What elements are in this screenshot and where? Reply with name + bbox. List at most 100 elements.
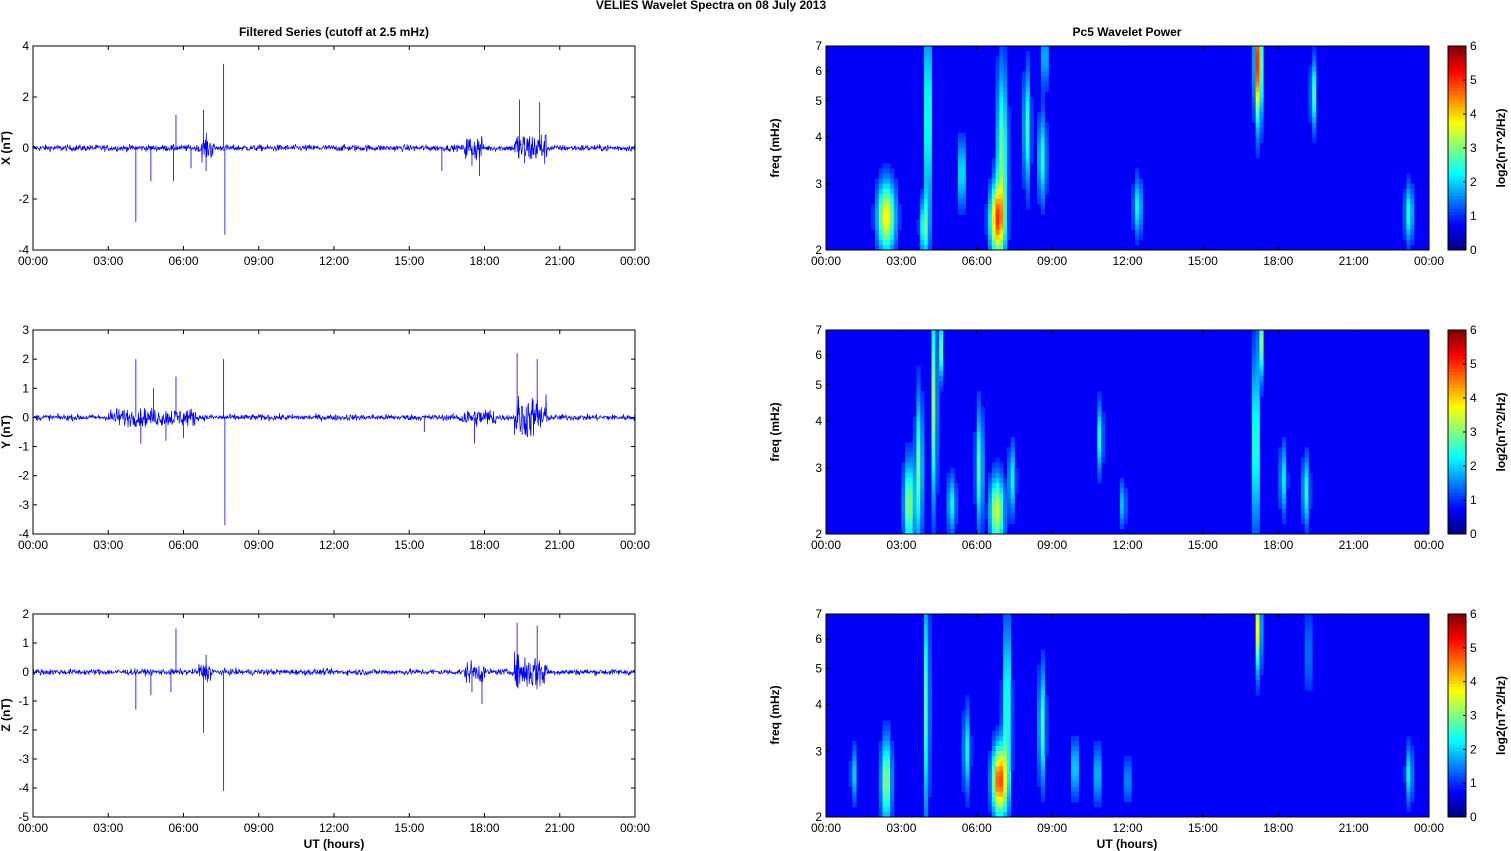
x-wavelet-cell [1251, 91, 1257, 98]
y-wavelet-cell [972, 457, 978, 463]
y-wavelet-cell [995, 518, 1000, 525]
x-wavelet-cell [890, 183, 895, 190]
y-wavelet-cell [1251, 493, 1257, 499]
x-wavelet-colorbar-swatch [1448, 224, 1466, 229]
x-wavelet-cell [1029, 153, 1034, 159]
z-wavelet-cell [965, 735, 970, 742]
x-wavelet-cell [878, 199, 883, 205]
y-series-xtick-label: 03:00 [93, 538, 123, 552]
z-wavelet-cell [1304, 634, 1309, 640]
z-wavelet-colorbar-swatch [1448, 734, 1466, 739]
y-wavelet-cell [1251, 432, 1257, 438]
x-wavelet-cell [1138, 199, 1143, 205]
x-wavelet-cell [1251, 56, 1257, 62]
y-wavelet-cell [1251, 350, 1257, 356]
z-wavelet-cell [1097, 791, 1102, 798]
z-wavelet-cell [1259, 634, 1264, 640]
z-wavelet-cell [923, 796, 929, 803]
y-wavelet-cell [905, 493, 910, 499]
z-wavelet-cell [927, 710, 932, 716]
x-wavelet-cell [1044, 168, 1049, 174]
x-wavelet-cell [1021, 81, 1027, 88]
x-wavelet-cell [923, 46, 929, 52]
z-wavelet-cell [999, 715, 1004, 721]
z-wavelet-cell [961, 740, 966, 747]
y-wavelet-cell [946, 477, 951, 484]
y-wavelet-cell [991, 477, 996, 484]
x-series-panel: Filtered Series (cutoff at 2.5 mHz) X (n… [0, 25, 650, 268]
y-wavelet-cell [980, 452, 985, 458]
z-wavelet-cell [882, 801, 887, 808]
y-wavelet-colorbar-label: log2(nT^2/Hz) [1494, 392, 1508, 471]
y-wavelet-cell [912, 442, 917, 448]
y-wavelet-colorbar-swatch [1448, 333, 1466, 337]
x-wavelet-cell [1037, 112, 1042, 118]
z-wavelet-cell [1410, 781, 1415, 787]
z-wavelet-cell [1074, 751, 1079, 757]
x-wavelet-cell [1025, 193, 1030, 200]
z-wavelet-cell [882, 735, 887, 742]
x-wavelet-cell [988, 219, 993, 225]
z-wavelet-cell [1259, 649, 1264, 655]
y-wavelet-colorbar-swatch [1448, 349, 1466, 353]
y-wavelet-cell [1255, 365, 1260, 372]
x-wavelet-cell [995, 219, 1000, 225]
z-wavelet-colorbar-swatch [1448, 664, 1466, 669]
z-wavelet-cell [1040, 674, 1045, 681]
y-wavelet-cell [920, 426, 925, 433]
y-wavelet-cell [1014, 472, 1019, 479]
z-wavelet-cell [1304, 654, 1309, 661]
x-wavelet-cell [1021, 142, 1027, 149]
x-wavelet-colorbar-swatch [1448, 125, 1466, 130]
y-wavelet-cell [950, 488, 955, 494]
x-wavelet-colorbar-tick-label: 0 [1470, 243, 1477, 257]
z-wavelet-cell [1097, 801, 1102, 808]
x-wavelet-cell [1138, 178, 1143, 185]
x-wavelet-cell [882, 234, 887, 241]
z-wavelet-cell [1006, 811, 1012, 818]
x-wavelet-cell [957, 137, 963, 144]
z-wavelet-xlabel: UT (hours) [1097, 837, 1158, 851]
y-wavelet-cell [1251, 508, 1257, 514]
x-wavelet-cell [1003, 137, 1008, 144]
z-wavelet-cell [1003, 664, 1008, 671]
x-wavelet-cell [1135, 234, 1140, 241]
x-wavelet-cell [1308, 76, 1313, 83]
z-wavelet-cell [878, 756, 883, 762]
y-wavelet-cell [1010, 508, 1015, 514]
x-wavelet-cell [1251, 107, 1257, 113]
y-wavelet-cell [916, 457, 921, 463]
y-wavelet-cell [999, 498, 1004, 504]
z-wavelet-colorbar-tick-label: 1 [1470, 776, 1477, 790]
z-series-xtick-label: 12:00 [319, 821, 349, 835]
z-wavelet-cell [882, 786, 887, 793]
z-wavelet-cell [1308, 614, 1313, 620]
z-wavelet-cell [1255, 649, 1260, 655]
z-wavelet-cell [1406, 791, 1411, 798]
z-wavelet-cell [923, 806, 929, 813]
y-wavelet-cell [1282, 513, 1287, 520]
y-wavelet-cell [1251, 472, 1257, 479]
y-wavelet-cell [991, 467, 996, 474]
x-series-title: Filtered Series (cutoff at 2.5 mHz) [239, 25, 429, 39]
z-wavelet-cell [1406, 761, 1411, 767]
y-wavelet-cell [972, 442, 978, 448]
y-wavelet-cell [1255, 411, 1260, 418]
y-wavelet-cell [916, 503, 921, 509]
z-wavelet-cell [1006, 776, 1012, 782]
x-wavelet-cell [1308, 117, 1313, 123]
y-wavelet-cell [916, 498, 921, 504]
z-wavelet-cell [1044, 725, 1049, 732]
y-wavelet-cell [1010, 467, 1015, 474]
y-wavelet-cell [1010, 488, 1015, 494]
y-wavelet-cell [905, 472, 910, 479]
z-wavelet-cell [965, 720, 970, 727]
z-wavelet-cell [988, 756, 993, 762]
z-wavelet-cell [961, 761, 966, 767]
y-wavelet-cell [999, 462, 1004, 469]
z-wavelet-cell [852, 791, 857, 798]
z-wavelet-cell [1097, 771, 1102, 777]
z-wavelet-cell [882, 756, 887, 762]
x-wavelet-cell [1255, 122, 1260, 128]
z-wavelet-cell [1070, 781, 1076, 787]
